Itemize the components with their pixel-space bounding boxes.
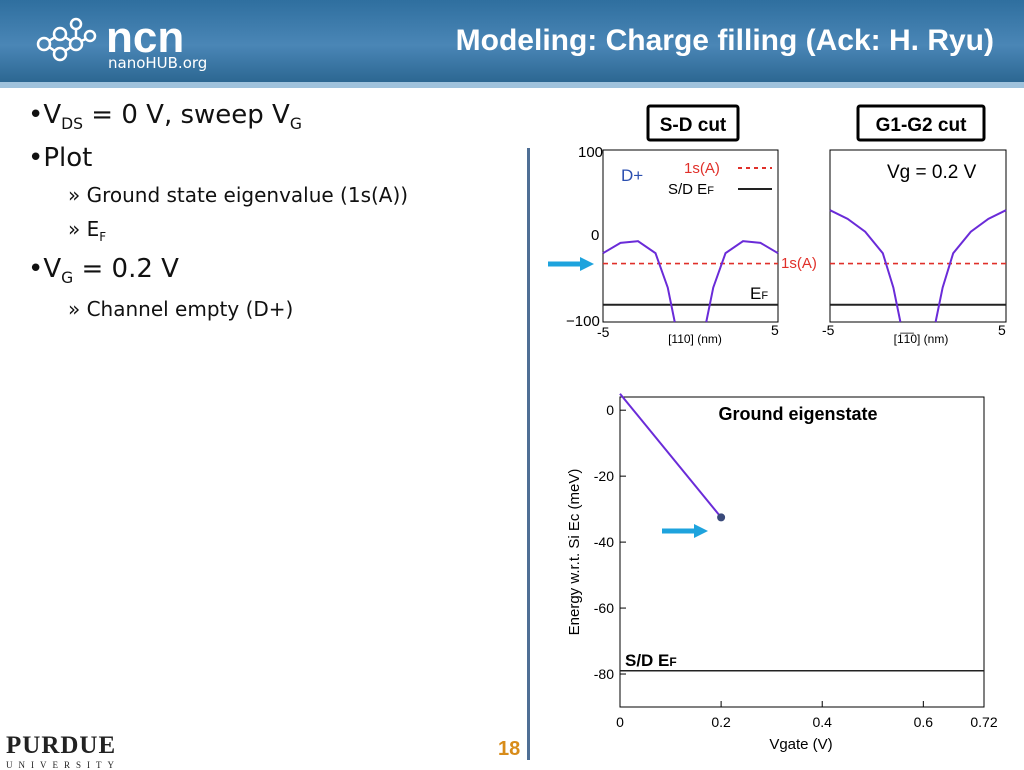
chart3-eigenstate-line — [619, 393, 722, 519]
chart2-potential-right — [934, 209, 1007, 323]
chart3-xtick-label: 0.2 — [711, 714, 731, 730]
sub-bullet-ef: » EF — [68, 217, 107, 245]
logo-text: ncn — [106, 13, 184, 62]
chart3-xtick-label: 0.6 — [914, 714, 934, 730]
chart3-ytick-label: -40 — [594, 534, 614, 550]
page-number: 18 — [498, 738, 521, 760]
chart1-ytick-0: 0 — [591, 227, 599, 244]
chart3-ylabel: Energy w.r.t. Si Ec (meV) — [566, 469, 583, 636]
ncn-logo-icon: ncn — [36, 13, 184, 62]
bullet-list: •VDS = 0 V, sweep VG •Plot » Ground stat… — [28, 96, 508, 331]
chart-g1g2-cut: G1-G2 cut Vg = 0.2 V -5 5 [1̅1̅0] (nm) — [822, 104, 1007, 346]
slide-header: ncn nanoHUB.org Modeling: Charge filling… — [0, 0, 1024, 82]
chart3-ytick-label: -80 — [594, 666, 614, 682]
chart1-frame — [602, 149, 779, 323]
chart2-annotation-vg: Vg = 0.2 V — [887, 162, 977, 183]
chart1-annotation-dplus: D+ — [621, 166, 643, 185]
chart1-xlabel: [110] (nm) — [668, 332, 722, 346]
chart-ground-eigenstate: Ground eigenstate 0-20-40-60-80 0 0.2 0.4 0… — [566, 393, 998, 753]
vertical-divider — [527, 148, 530, 760]
purdue-logo-subtext: UNIVERSITY — [6, 760, 120, 770]
chart3-ytick-label: -20 — [594, 468, 614, 484]
slide-title: Modeling: Charge filling (Ack: H. Ryu) — [455, 24, 994, 57]
chart3-yticks: 0 -20 -40 -60 -80 — [594, 402, 626, 682]
chart1-xtick-left: -5 — [597, 324, 610, 340]
arrow-icon — [662, 524, 708, 538]
chart3-ytick-label: 0 — [606, 402, 614, 418]
sub-bullet-ground-state: » Ground state eigenvalue (1s(A)) — [68, 183, 409, 208]
chart1-ytick-m100: −100 — [566, 313, 600, 330]
bullet-vds: •VDS = 0 V, sweep VG — [28, 100, 302, 134]
chart1-xtick-right: 5 — [771, 322, 779, 338]
chart2-frame — [829, 149, 1007, 323]
chart1-ytick-100: 100 — [578, 144, 603, 161]
chart3-xlabel: Vgate (V) — [769, 736, 832, 753]
bullet-plot: •Plot — [28, 143, 93, 174]
chart2-xlabel: [1̅1̅0] (nm) — [894, 332, 949, 346]
chart-sd-cut: S-D cut 100 0 −100 -5 5 [110] (nm) D+ 1s… — [548, 104, 817, 346]
chart3-frame — [619, 396, 985, 708]
purdue-logo-text: PURDUE — [6, 732, 117, 759]
chart1-potential-right — [705, 240, 779, 323]
sub-bullet-channel-empty: » Channel empty (D+) — [68, 297, 294, 322]
chart1-title: S-D cut — [660, 115, 727, 136]
chart3-xticks: 0 0.2 0.4 0.6 0.72 — [616, 701, 998, 730]
chart2-potential-left — [829, 209, 902, 323]
bullet-vg: •VG = 0.2 V — [28, 254, 179, 288]
chart2-xtick-left: -5 — [822, 322, 835, 338]
arrow-icon — [548, 257, 594, 271]
chart1-legend-1s: 1s(A) — [684, 160, 720, 177]
chart1-title-box — [646, 104, 740, 142]
chart3-annotation-ef: S/D EF — [625, 651, 677, 670]
chart1-legend-ef: S/D EF — [668, 181, 714, 198]
chart1-potential-left — [602, 240, 676, 323]
chart3-xtick-label: 0 — [616, 714, 624, 730]
chart2-title-box — [856, 104, 986, 142]
chart1-annotation-1s: 1s(A) — [781, 255, 817, 272]
chart2-title: G1-G2 cut — [876, 115, 967, 136]
chart1-annotation-ef: EF — [750, 284, 768, 303]
chart2-xtick-right: 5 — [998, 322, 1006, 338]
logo-subtext: nanoHUB.org — [108, 54, 208, 72]
chart3-xtick-label: 0.4 — [812, 714, 832, 730]
chart3-highlight-point — [717, 513, 726, 522]
chart3-xtick-label: 0.72 — [970, 714, 997, 730]
header-stripe — [0, 82, 1024, 88]
purdue-logo: PURDUE UNIVERSITY — [6, 732, 120, 770]
chart3-ytick-label: -60 — [594, 600, 614, 616]
chart3-title: Ground eigenstate — [718, 404, 877, 424]
